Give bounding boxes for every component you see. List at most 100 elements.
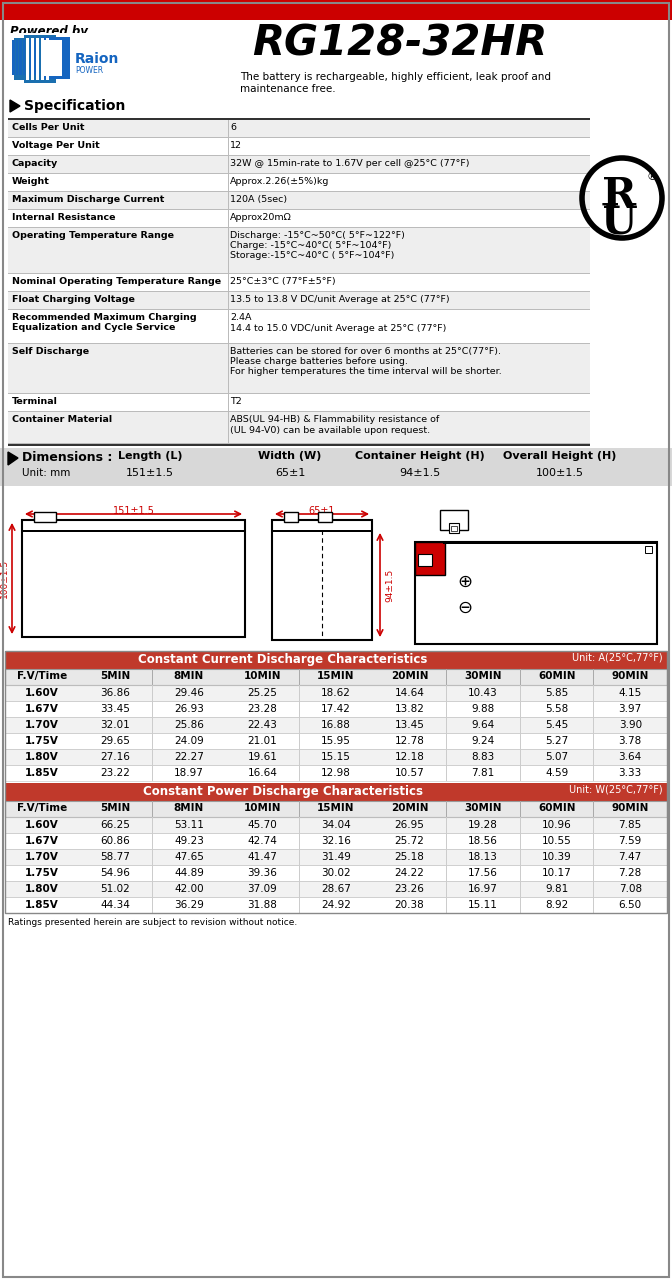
Text: 100±1.5: 100±1.5 <box>0 559 9 598</box>
Text: 90MIN: 90MIN <box>612 671 649 681</box>
Text: 25.25: 25.25 <box>247 687 278 698</box>
Bar <box>8 118 590 120</box>
Text: 4.15: 4.15 <box>619 687 642 698</box>
Text: 54.96: 54.96 <box>100 868 130 878</box>
Bar <box>30 40 32 76</box>
Bar <box>228 120 229 138</box>
Text: F.V/Time: F.V/Time <box>17 671 67 681</box>
Text: 23.26: 23.26 <box>394 883 425 893</box>
Bar <box>5 765 667 781</box>
Bar <box>593 881 594 897</box>
Bar <box>299 833 300 849</box>
Text: F.V/Time: F.V/Time <box>17 803 67 813</box>
Text: Equalization and Cycle Service: Equalization and Cycle Service <box>12 323 175 332</box>
Bar <box>299 685 300 701</box>
Text: U: U <box>601 200 637 242</box>
Bar <box>8 292 590 310</box>
Bar <box>373 749 374 765</box>
Bar <box>415 541 445 575</box>
Text: 22.27: 22.27 <box>174 751 204 762</box>
Text: 13.45: 13.45 <box>394 719 425 730</box>
Text: Storage:-15°C~40°C ( 5°F~104°F): Storage:-15°C~40°C ( 5°F~104°F) <box>230 251 394 260</box>
Bar <box>152 897 153 913</box>
Text: 2.4A: 2.4A <box>230 314 251 323</box>
Text: 21.01: 21.01 <box>247 736 278 745</box>
Bar <box>373 833 374 849</box>
Bar <box>446 817 447 833</box>
Text: 4.59: 4.59 <box>545 768 569 777</box>
Bar <box>373 669 374 685</box>
Bar <box>152 685 153 701</box>
Bar <box>228 394 229 412</box>
Text: 1.85V: 1.85V <box>25 768 58 777</box>
Bar <box>5 881 667 897</box>
Text: 10MIN: 10MIN <box>244 671 281 681</box>
Bar <box>446 833 447 849</box>
Bar <box>299 701 300 717</box>
Text: 18.62: 18.62 <box>321 687 351 698</box>
Bar <box>520 865 521 881</box>
Text: 24.09: 24.09 <box>174 736 204 745</box>
Bar <box>228 174 229 192</box>
Bar <box>373 765 374 781</box>
Text: 29.65: 29.65 <box>100 736 130 745</box>
Text: 151±1.5: 151±1.5 <box>113 506 155 516</box>
Bar <box>299 865 300 881</box>
Bar <box>42 37 70 79</box>
Bar <box>5 717 667 733</box>
Text: 15.15: 15.15 <box>321 751 351 762</box>
Bar <box>299 765 300 781</box>
Text: The battery is rechargeable, highly efficient, leak proof and
maintenance free.: The battery is rechargeable, highly effi… <box>240 72 551 93</box>
Text: 9.88: 9.88 <box>472 704 495 713</box>
Bar <box>446 701 447 717</box>
Bar <box>0 490 672 645</box>
Bar <box>44 40 62 76</box>
Bar <box>5 801 667 817</box>
Bar <box>36 38 38 79</box>
Text: Raion: Raion <box>75 52 120 67</box>
Text: 53.11: 53.11 <box>174 819 204 829</box>
Bar <box>593 865 594 881</box>
Text: 31.49: 31.49 <box>321 851 351 861</box>
Bar <box>373 733 374 749</box>
Bar <box>373 817 374 833</box>
Text: Length (L): Length (L) <box>118 451 182 461</box>
Text: 1.85V: 1.85V <box>25 900 58 910</box>
Bar <box>228 412 229 444</box>
Text: 30.02: 30.02 <box>321 868 351 878</box>
Text: 66.25: 66.25 <box>100 819 130 829</box>
Text: 60.86: 60.86 <box>100 836 130 846</box>
Bar <box>228 310 229 344</box>
Text: 7.08: 7.08 <box>619 883 642 893</box>
Text: 28.67: 28.67 <box>321 883 351 893</box>
Bar <box>520 897 521 913</box>
Text: 36.86: 36.86 <box>100 687 130 698</box>
Bar <box>593 849 594 865</box>
Bar <box>299 881 300 897</box>
Bar <box>299 717 300 733</box>
Bar <box>5 897 667 913</box>
Bar <box>446 865 447 881</box>
Bar <box>593 833 594 849</box>
Bar <box>5 783 667 801</box>
Bar <box>5 801 667 817</box>
Bar <box>56 40 68 78</box>
Bar <box>520 685 521 701</box>
Text: Overall Height (H): Overall Height (H) <box>503 451 617 461</box>
Text: 27.16: 27.16 <box>100 751 130 762</box>
Bar <box>446 685 447 701</box>
Bar <box>446 669 447 685</box>
Text: 39.36: 39.36 <box>247 868 278 878</box>
Text: Powered by: Powered by <box>10 26 88 38</box>
Text: 9.64: 9.64 <box>472 719 495 730</box>
Text: 12.98: 12.98 <box>321 768 351 777</box>
Bar <box>645 547 652 553</box>
Text: Container Height (H): Container Height (H) <box>355 451 485 461</box>
Text: 20.38: 20.38 <box>394 900 425 910</box>
Text: 24.92: 24.92 <box>321 900 351 910</box>
Text: 9.24: 9.24 <box>472 736 495 745</box>
Text: 3.64: 3.64 <box>619 751 642 762</box>
Bar <box>299 817 300 833</box>
Text: 23.28: 23.28 <box>247 704 278 713</box>
Text: 32.01: 32.01 <box>100 719 130 730</box>
